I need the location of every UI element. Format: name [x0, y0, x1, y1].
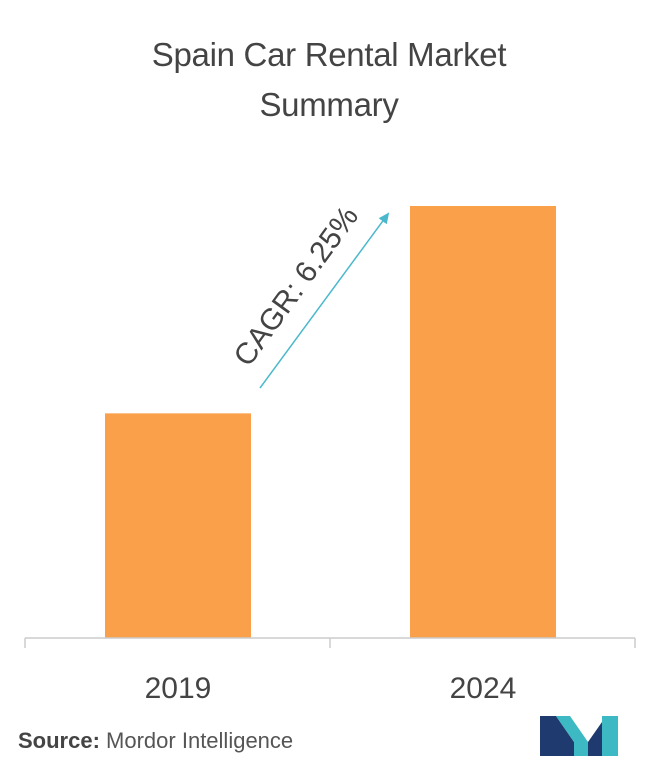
cagr-annotation: CAGR: 6.25% [228, 200, 365, 372]
x-tick-label-2024: 2024 [450, 672, 517, 700]
chart-title: Spain Car Rental Market Summary [0, 30, 658, 130]
source-text: Mordor Intelligence [106, 728, 294, 753]
mordor-intelligence-logo-icon [540, 716, 618, 756]
cagr-arrow [259, 212, 390, 389]
source-label: Source: [18, 728, 100, 753]
bar-chart: 2019 2024 CAGR: 6.25% [24, 200, 636, 700]
x-tick-label-2019: 2019 [145, 672, 212, 700]
bar-2024 [410, 206, 556, 638]
chart-title-line-2: Summary [259, 86, 399, 123]
bar-2019 [105, 413, 251, 638]
chart-title-line-1: Spain Car Rental Market [151, 36, 507, 73]
source-note: Source: Mordor Intelligence [18, 728, 293, 754]
